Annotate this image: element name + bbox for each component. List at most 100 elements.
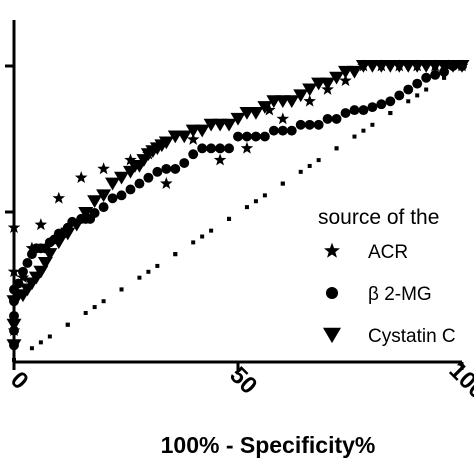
bmg-point [134,178,145,189]
bmg-point [197,143,208,154]
cystatin-point [37,256,53,270]
bmg-diagonal-point [307,163,312,168]
acr-point [97,162,110,175]
acr-point [263,103,276,116]
cystatin-point [78,207,94,220]
cystatin-diagonal-point [137,275,142,280]
bmg-point [152,166,163,177]
cystatin-diagonal-point [388,111,393,116]
cystatin-point [454,60,470,73]
bmg-point [412,78,423,89]
cystatin-diagonal-point [227,216,232,221]
bmg-point [313,119,324,130]
cystatin-diagonal-point [244,205,249,210]
bmg-diagonal-point [361,128,366,133]
bmg-point [376,99,387,110]
cystatin-point [302,83,318,97]
bmg-point [358,105,369,116]
cystatin-diagonal-point [280,181,285,186]
bmg-point [277,125,288,136]
cystatin-point [293,89,309,103]
acr-point [240,141,254,154]
cystatin-diagonal-point [406,99,411,104]
bmg-point [349,105,360,116]
cystatin-point [87,195,103,208]
cystatin-diagonal-point [101,299,106,304]
bmg-point [421,72,432,83]
bmg-point [18,266,28,277]
cystatin-diagonal-point [191,240,196,245]
cystatin-point [248,107,264,120]
cystatin-point [114,171,130,185]
bmg-point [259,131,270,142]
cystatin-point [42,248,58,261]
cystatin-point [230,112,246,126]
acr-point [74,171,88,184]
bmg-point [215,143,226,154]
acr-point [34,218,48,231]
cystatin-point [69,218,85,232]
legend-circle-icon [325,286,339,300]
bmg-diagonal-point [92,305,97,310]
bmg-point [403,84,414,95]
cystatin-point [257,101,273,114]
x-axis-label: 100% - Specificity% [161,432,376,458]
bmg-point [268,125,279,136]
cystatin-diagonal-point [370,122,375,127]
bmg-point [286,125,297,136]
cystatin-point [60,227,76,241]
cystatin-diagonal-point [352,134,357,139]
bmg-point [233,131,243,142]
bmg-point [295,119,306,130]
cystatin-point [284,95,300,109]
cystatin-diagonal-point [83,310,88,315]
cystatin-diagonal-point [47,334,52,339]
cystatin-diagonal-point [173,252,178,257]
legend-item-label: Cystatin C [368,326,456,347]
bmg-point [161,163,172,174]
axes [12,20,462,364]
acr-point [339,74,352,87]
acr-point [186,132,200,145]
legend-triangle-down-icon [323,327,341,344]
bmg-point [250,131,261,142]
acr-point [52,191,66,204]
bmg-diagonal-point [200,234,205,239]
bmg-point [116,190,127,201]
cystatin-diagonal-point [29,346,34,351]
cystatin-point [158,136,174,150]
cystatin-diagonal-point [334,146,339,151]
legend-title: source of the [318,206,439,229]
acr-point [303,94,316,107]
bmg-point [188,149,199,160]
cystatin-diagonal-point [155,263,160,268]
bmg-point [340,108,351,118]
bmg-point [394,90,405,101]
cystatin-point [33,265,49,279]
bmg-point [89,208,100,218]
acr-point [124,153,137,166]
cystatin-point [329,71,345,85]
cystatin-point [51,236,67,250]
bmg-point [125,184,136,195]
cystatin-point [194,124,210,138]
bmg-point [143,172,154,183]
legend-item-label: ACR [368,242,408,263]
cystatin-diagonal-point [209,228,214,233]
bmg-point [206,143,217,154]
cystatin-diagonal-point [316,158,321,163]
bmg-point [98,202,109,213]
bmg-point [367,102,378,113]
cystatin-point [105,177,121,191]
cystatin-diagonal-point [262,193,267,198]
cystatin-diagonal-point [65,322,70,327]
cystatin-point [320,77,336,91]
bmg-point [107,193,118,204]
bmg-point [170,163,181,174]
bmg-diagonal-point [146,269,151,274]
bmg-diagonal-point [415,93,420,98]
acr-point [276,112,290,125]
bmg-point [385,96,396,107]
cystatin-point [96,189,112,203]
